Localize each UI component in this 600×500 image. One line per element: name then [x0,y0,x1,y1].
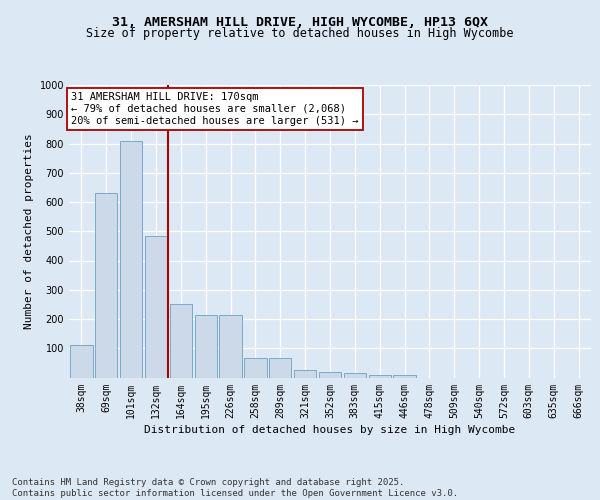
Bar [368,374,391,378]
Bar [394,374,416,378]
Text: Contains HM Land Registry data © Crown copyright and database right 2025.
Contai: Contains HM Land Registry data © Crown c… [12,478,458,498]
Bar [244,358,266,378]
Text: 31, AMERSHAM HILL DRIVE, HIGH WYCOMBE, HP13 6QX: 31, AMERSHAM HILL DRIVE, HIGH WYCOMBE, H… [112,16,488,29]
Bar [145,236,167,378]
Bar [170,304,192,378]
Bar [220,314,242,378]
Bar [70,346,92,378]
Bar [269,358,292,378]
Bar [319,372,341,378]
Bar [194,314,217,378]
Bar [344,373,366,378]
Bar [120,140,142,378]
Text: 31 AMERSHAM HILL DRIVE: 170sqm
← 79% of detached houses are smaller (2,068)
20% : 31 AMERSHAM HILL DRIVE: 170sqm ← 79% of … [71,92,358,126]
Text: Size of property relative to detached houses in High Wycombe: Size of property relative to detached ho… [86,28,514,40]
Bar [294,370,316,378]
Bar [95,193,118,378]
X-axis label: Distribution of detached houses by size in High Wycombe: Distribution of detached houses by size … [145,424,515,434]
Y-axis label: Number of detached properties: Number of detached properties [24,134,34,329]
